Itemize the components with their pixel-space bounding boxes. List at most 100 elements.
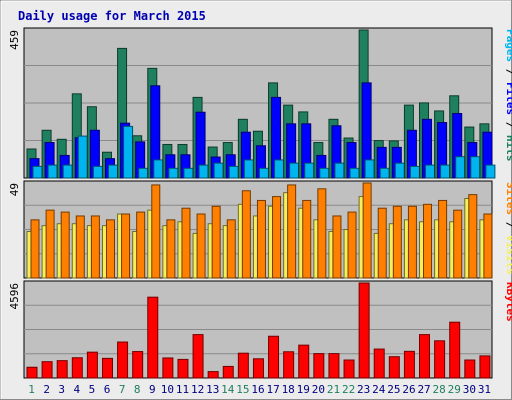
x-tick-label: 1 xyxy=(28,383,35,396)
bar-sites-day-2 xyxy=(45,209,55,279)
bar-sites-day-18 xyxy=(287,184,297,279)
bar-pages-day-8 xyxy=(138,167,149,179)
ymax-label-visits: 49 xyxy=(8,183,21,196)
bar-sites-day-24 xyxy=(377,207,387,279)
bar-kbytes-day-10 xyxy=(162,357,174,379)
legend-part: / xyxy=(504,115,512,135)
bar-pages-day-12 xyxy=(198,164,209,179)
bar-pages-day-26 xyxy=(409,165,420,179)
bar-pages-day-3 xyxy=(62,164,73,179)
bar-kbytes-day-6 xyxy=(101,357,113,379)
ymax-label-hits: 459 xyxy=(8,30,21,50)
bar-kbytes-day-23 xyxy=(358,282,370,379)
bar-pages-day-21 xyxy=(334,162,345,179)
legend-hits: Pages / Files / Hits xyxy=(504,29,512,162)
x-tick-label: 17 xyxy=(266,383,279,396)
x-tick-label: 8 xyxy=(134,383,141,396)
x-tick-label: 3 xyxy=(58,383,65,396)
x-tick-label: 31 xyxy=(478,383,491,396)
bar-kbytes-day-11 xyxy=(177,358,189,379)
bar-pages-day-14 xyxy=(228,165,239,179)
bar-pages-day-15 xyxy=(243,159,254,179)
bar-sites-day-1 xyxy=(30,219,40,279)
x-tick-label: 9 xyxy=(149,383,156,396)
bar-kbytes-day-5 xyxy=(86,351,98,379)
bar-pages-day-24 xyxy=(379,167,390,179)
legend-part: / xyxy=(504,62,512,82)
bar-pages-day-23 xyxy=(364,159,375,179)
bar-pages-day-27 xyxy=(425,164,436,179)
legend-part: / xyxy=(504,215,512,235)
x-tick-label: 7 xyxy=(119,383,126,396)
legend-part: KBytes xyxy=(504,282,512,322)
bar-sites-day-3 xyxy=(60,211,70,279)
bar-pages-day-17 xyxy=(274,159,285,179)
x-tick-label: 20 xyxy=(312,383,325,396)
bar-kbytes-day-18 xyxy=(283,351,295,379)
bar-sites-day-26 xyxy=(407,205,417,279)
bar-sites-day-9 xyxy=(151,184,161,279)
x-tick-label: 22 xyxy=(342,383,355,396)
legend-visits: Sites / Visits xyxy=(504,182,512,275)
bar-kbytes-day-1 xyxy=(26,366,38,379)
bar-sites-day-25 xyxy=(392,205,402,279)
legend-part: Pages xyxy=(504,29,512,62)
bar-kbytes-day-13 xyxy=(207,371,219,379)
bar-kbytes-day-4 xyxy=(71,357,83,379)
x-tick-label: 15 xyxy=(236,383,249,396)
x-tick-label: 4 xyxy=(74,383,81,396)
bar-pages-day-1 xyxy=(32,165,43,179)
bar-pages-day-2 xyxy=(47,164,58,179)
legend-part: Files xyxy=(504,82,512,115)
bar-sites-day-11 xyxy=(181,207,191,279)
bar-kbytes-day-16 xyxy=(252,358,264,379)
chart-title: Daily usage for March 2015 xyxy=(18,9,206,23)
panel-visits: 49 Sites / Visits xyxy=(8,180,512,279)
bar-kbytes-day-29 xyxy=(449,321,461,379)
bar-pages-day-7 xyxy=(123,125,134,179)
x-tick-label: 6 xyxy=(104,383,111,396)
panel-kbytes: 4596 KBytes xyxy=(8,280,512,379)
legend-kbytes: KBytes xyxy=(504,282,512,322)
bar-kbytes-day-20 xyxy=(313,353,325,379)
bar-pages-day-29 xyxy=(455,156,466,179)
bar-sites-day-10 xyxy=(166,219,176,279)
x-tick-label: 16 xyxy=(251,383,264,396)
x-tick-label: 10 xyxy=(161,383,174,396)
bar-pages-day-28 xyxy=(440,164,451,179)
bar-kbytes-day-25 xyxy=(388,356,400,379)
x-tick-label: 21 xyxy=(327,383,340,396)
bar-kbytes-day-9 xyxy=(147,296,159,379)
bar-sites-day-30 xyxy=(468,194,478,279)
bar-kbytes-day-21 xyxy=(328,353,340,379)
bar-kbytes-day-28 xyxy=(434,340,446,379)
x-tick-label: 2 xyxy=(43,383,50,396)
bar-pages-day-16 xyxy=(258,167,269,179)
bar-kbytes-day-19 xyxy=(298,344,310,379)
x-tick-label: 30 xyxy=(463,383,476,396)
bar-sites-day-23 xyxy=(362,182,372,279)
bar-pages-day-19 xyxy=(304,162,315,179)
bar-kbytes-day-27 xyxy=(419,334,431,379)
bar-pages-day-11 xyxy=(183,167,194,179)
bar-pages-day-9 xyxy=(153,159,164,179)
bar-sites-day-7 xyxy=(121,213,131,279)
x-tick-label: 23 xyxy=(357,383,370,396)
bar-kbytes-day-15 xyxy=(237,352,249,379)
x-tick-label: 24 xyxy=(372,383,386,396)
x-tick-label: 12 xyxy=(191,383,204,396)
bar-sites-day-22 xyxy=(347,211,357,279)
bar-sites-day-27 xyxy=(423,203,433,279)
x-tick-label: 26 xyxy=(402,383,415,396)
bar-sites-day-20 xyxy=(317,188,327,279)
bar-sites-day-29 xyxy=(453,209,463,279)
bar-pages-day-4 xyxy=(77,135,88,179)
bar-pages-day-22 xyxy=(349,167,360,179)
x-tick-label: 19 xyxy=(297,383,310,396)
bar-sites-day-12 xyxy=(196,213,206,279)
bar-pages-day-18 xyxy=(289,162,300,179)
x-tick-label: 18 xyxy=(282,383,295,396)
bar-sites-day-28 xyxy=(438,199,448,279)
bar-sites-day-16 xyxy=(256,199,266,279)
bar-pages-day-10 xyxy=(168,167,179,179)
